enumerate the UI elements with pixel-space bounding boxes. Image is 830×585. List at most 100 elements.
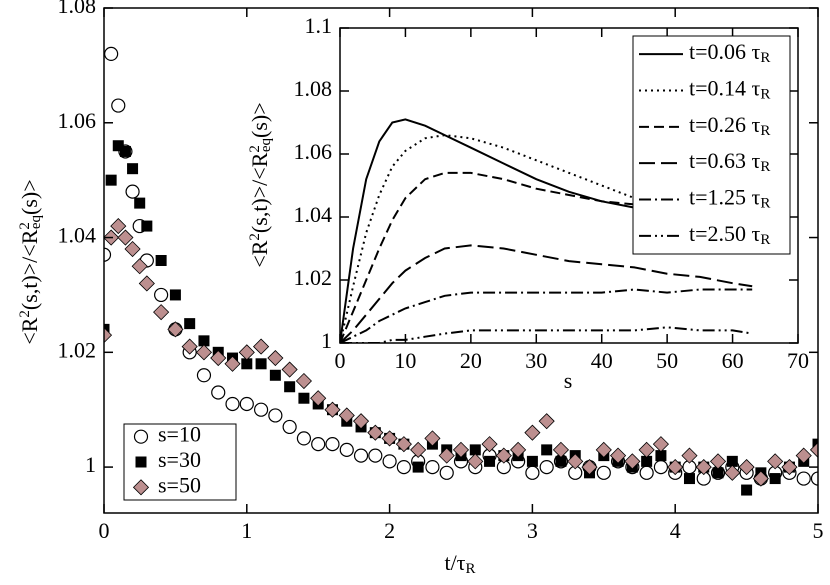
point — [104, 323, 110, 335]
y-tick-label: 1.02 — [294, 265, 333, 290]
y-tick-label: 1.08 — [294, 76, 333, 101]
point — [338, 407, 355, 424]
point — [104, 327, 113, 344]
point — [655, 450, 667, 462]
point — [641, 455, 653, 467]
point — [796, 471, 811, 486]
point — [241, 358, 253, 370]
plot-frame — [103, 7, 819, 514]
x-tick-label: 4 — [670, 518, 681, 543]
point — [284, 381, 296, 393]
point — [181, 338, 198, 355]
y-tick-label: 1.06 — [294, 139, 333, 164]
y-tick-label: 1 — [85, 452, 96, 477]
legend-marker — [135, 456, 147, 468]
point — [368, 448, 383, 463]
point — [412, 461, 424, 473]
point — [224, 355, 241, 372]
point — [395, 436, 412, 453]
point — [117, 229, 134, 246]
point — [104, 247, 112, 262]
legend-label: t=0.14 τR — [689, 76, 770, 103]
point — [267, 349, 284, 367]
point — [469, 444, 481, 456]
point — [127, 163, 139, 175]
plot-frame — [339, 27, 799, 344]
point — [105, 174, 117, 186]
point — [125, 184, 140, 199]
point — [781, 459, 798, 476]
point — [481, 436, 498, 453]
point — [118, 144, 133, 159]
point — [596, 465, 611, 480]
point — [239, 396, 254, 412]
point — [595, 441, 612, 458]
series-line — [340, 244, 753, 343]
point — [638, 441, 655, 458]
point — [238, 344, 255, 361]
point — [767, 453, 784, 470]
point — [467, 453, 484, 470]
point — [253, 402, 269, 417]
point — [382, 454, 397, 469]
point — [712, 467, 724, 479]
y-tick-label: 1.02 — [58, 337, 97, 362]
point — [724, 464, 741, 481]
point — [225, 396, 240, 412]
point — [195, 344, 213, 361]
point — [581, 459, 598, 476]
x-tick-label: 0 — [335, 348, 346, 373]
plot-area — [104, 46, 818, 496]
y-tick-label: 1.08 — [58, 0, 97, 18]
point — [381, 430, 398, 447]
point — [111, 98, 126, 113]
legend-label: s=50 — [158, 472, 201, 497]
legend-label: t=0.63 τR — [689, 148, 770, 175]
y-tick-label: 1.04 — [294, 202, 333, 227]
x-axis-label: t/τR — [444, 550, 475, 577]
point — [439, 465, 454, 480]
point — [352, 413, 370, 430]
point — [726, 455, 738, 467]
point — [269, 369, 281, 381]
point — [812, 438, 818, 450]
point — [695, 459, 712, 476]
point — [410, 441, 427, 458]
legend-label: t=2.50 τR — [689, 221, 770, 248]
point — [196, 368, 212, 383]
point — [667, 459, 684, 476]
point — [141, 220, 153, 232]
point — [131, 258, 148, 275]
point — [539, 459, 554, 475]
point — [367, 424, 384, 441]
point — [153, 304, 170, 321]
point — [112, 140, 124, 152]
point — [552, 441, 570, 458]
y-tick-label: 1.04 — [58, 223, 97, 248]
point — [210, 349, 227, 367]
legend-label: t=1.25 τR — [689, 185, 770, 212]
point — [198, 335, 210, 347]
point — [752, 470, 769, 487]
series-line — [340, 288, 753, 343]
x-axis-label: s — [564, 368, 573, 393]
legend-label: t=0.26 τR — [689, 112, 770, 139]
point — [541, 444, 553, 456]
point — [211, 385, 226, 400]
point — [795, 447, 812, 464]
legend-label: t=0.06 τR — [689, 39, 770, 66]
point — [425, 459, 440, 475]
point — [738, 459, 755, 476]
legend-label: s=30 — [158, 447, 201, 472]
x-tick-label: 2 — [384, 518, 395, 543]
point — [526, 455, 538, 467]
point — [424, 430, 441, 447]
x-tick-label: 20 — [460, 348, 482, 373]
point — [282, 419, 297, 435]
point — [610, 447, 627, 464]
point — [134, 197, 146, 209]
point — [510, 441, 527, 458]
point — [353, 448, 369, 463]
x-tick-label: 10 — [394, 348, 416, 373]
